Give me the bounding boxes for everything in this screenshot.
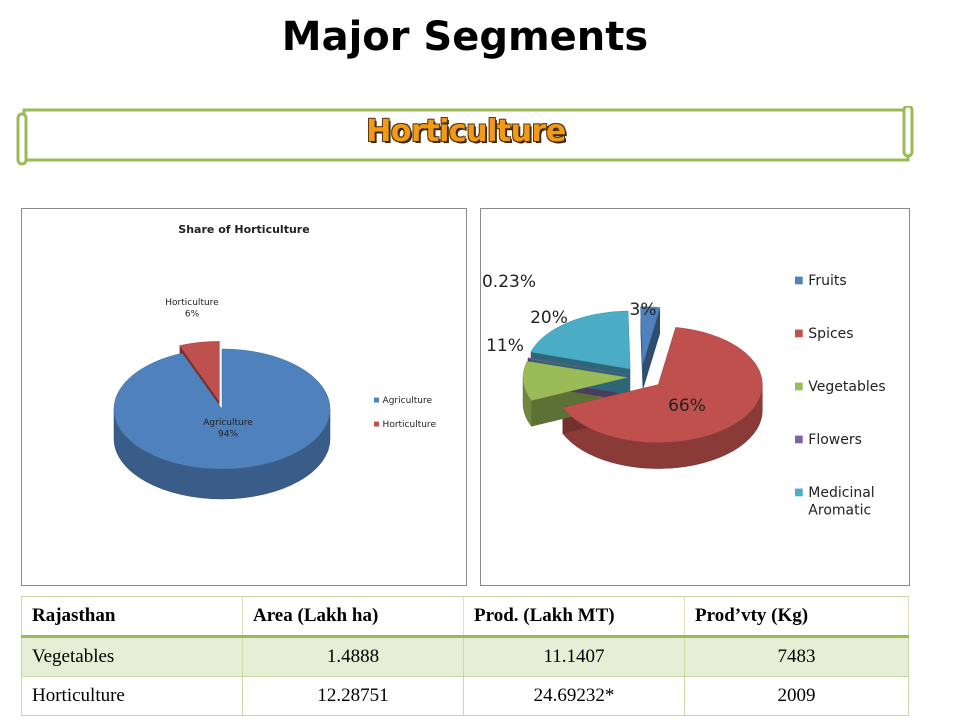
legend-item-flowers: Flowers: [808, 432, 862, 448]
legend-item-line: Medicinal: [808, 485, 874, 501]
table-header-cell: Prod. (Lakh MT): [463, 596, 685, 638]
rajasthan-table: Rajasthan Area (Lakh ha) Prod. (Lakh MT)…: [21, 596, 909, 716]
table-cell: 11.1407: [463, 636, 685, 677]
pie-slice-agriculture: [113, 348, 331, 470]
data-label-vegetables-line: 11%: [486, 336, 524, 356]
table-row: Vegetables 1.4888 11.1407 7483: [21, 636, 909, 677]
data-label-agriculture: Agriculture 94%: [203, 418, 253, 440]
pie-cut-fruits: [642, 307, 661, 391]
data-label-spices: 66%: [668, 396, 706, 416]
table-header-cell: Area (Lakh ha): [242, 596, 464, 638]
horticulture-share-chart: Share of Horticulture Horticulture 6% Agric…: [21, 208, 467, 586]
pie-group: [113, 341, 331, 500]
horticulture-share-svg: Share of Horticulture Horticulture 6% Agric…: [113, 223, 437, 500]
table-row: Horticulture 12.28751 24.69232* 2009: [21, 676, 909, 716]
table-header-cell: Rajasthan: [21, 596, 243, 638]
data-label-vegetables: 11%: [486, 336, 524, 356]
legend-swatch-vegetables: [795, 382, 803, 391]
legend-swatch-flowers: [795, 435, 803, 444]
pie-group: [522, 306, 763, 469]
data-label-fruits-line: 3%: [630, 300, 657, 320]
data-label-medicinal-aromatic: 20%: [530, 308, 568, 328]
legend-swatch-medicinal-aromatic: [795, 488, 803, 497]
table-cell: Vegetables: [21, 636, 243, 677]
data-label-flowers: 0.23%: [482, 272, 536, 292]
data-label-agriculture-line: 94%: [218, 430, 238, 440]
table-cell: Horticulture: [21, 676, 243, 716]
data-label-spices-line: 66%: [668, 396, 706, 416]
legend-swatch-agriculture: [374, 397, 379, 403]
legend-item-horticulture: Horticulture: [383, 420, 437, 430]
pie-slice-spices: [562, 327, 763, 443]
pie-slice-horticulture: [179, 341, 220, 403]
pie-slice-flowers: [527, 357, 628, 376]
data-label-agriculture-line: Agriculture: [203, 418, 253, 428]
legend-item-medicinal-aromatic: Medicinal Aromatic: [808, 485, 874, 519]
pie-slice-fruits: [640, 306, 661, 365]
segment-breakdown-svg: 3% 66% 11% 0.23% 20% Fruits Spices Vegetables Fl…: [482, 272, 886, 519]
chart-title-line: Share of Horticulture: [178, 223, 309, 236]
banner-title: Horticulture: [366, 114, 566, 149]
data-label-fruits: 3%: [630, 300, 657, 320]
legend-swatch-fruits: [795, 276, 803, 285]
data-label-horticulture: Horticulture 6%: [165, 298, 219, 320]
data-label-horticulture-line: Horticulture: [165, 298, 219, 308]
legend-item-fruits: Fruits: [808, 273, 846, 289]
data-label-medicinal-aromatic-line: 20%: [530, 308, 568, 328]
table-header-cell: Prod’vty (Kg): [684, 596, 909, 638]
data-label-horticulture-line: 6%: [185, 310, 200, 320]
table-cell: 24.69232*: [463, 676, 685, 716]
table-header-row: Rajasthan Area (Lakh ha) Prod. (Lakh MT)…: [21, 596, 909, 638]
legend-swatch-spices: [795, 329, 803, 338]
legend-item-line: Aromatic: [808, 503, 871, 519]
scroll-banner-shape: [16, 106, 914, 166]
page-title: Major Segments: [281, 14, 649, 60]
legend-item-vegetables: Vegetables: [808, 379, 885, 395]
segment-breakdown-chart: 3% 66% 11% 0.23% 20% Fruits Spices Vegetables Fl…: [480, 208, 910, 586]
table-cell: 7483: [684, 636, 909, 677]
table-cell: 12.28751: [242, 676, 464, 716]
data-label-flowers-line: 0.23%: [482, 272, 536, 292]
chart-title: Share of Horticulture: [178, 223, 309, 236]
section-banner: Horticulture: [16, 106, 916, 168]
legend-item-spices: Spices: [808, 326, 853, 342]
pie-slice-vegetables: [522, 361, 628, 401]
table-cell: 1.4888: [242, 636, 464, 677]
table-cell: 2009: [684, 676, 909, 716]
pie-slice-medicinal-aromatic: [530, 310, 631, 370]
legend-item-agriculture: Agriculture: [383, 396, 433, 406]
legend-swatch-horticulture: [374, 421, 379, 427]
